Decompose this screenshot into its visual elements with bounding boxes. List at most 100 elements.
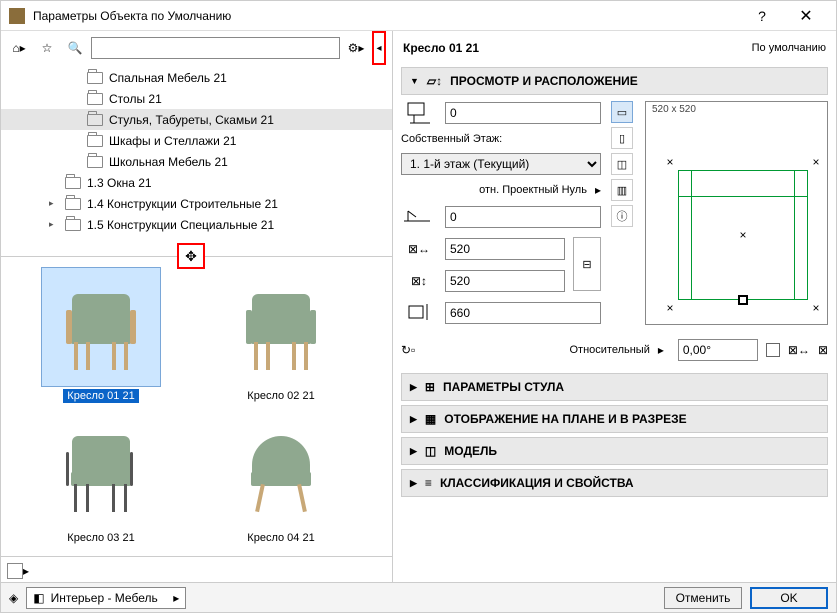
layer-icon: ◈ <box>9 591 18 605</box>
story-row: 1. 1-й этаж (Текущий) <box>401 153 601 175</box>
section-title: ОТОБРАЖЕНИЕ НА ПЛАНЕ И В РАЗРЕЗЕ <box>444 412 686 426</box>
left-panel: ⌂▸ ☆ 🔍 ⚙▸ ◂ Спальная Мебель 21 Столы 21 … <box>1 31 393 584</box>
thumbnail-item[interactable]: Кресло 03 21 <box>11 405 191 547</box>
layer-name: Интерьер - Мебель <box>51 591 158 605</box>
settings-button[interactable]: ⚙▸ <box>344 36 368 60</box>
orientation-icon: ↻▫ <box>401 343 415 357</box>
thumbnail-caption: Кресло 01 21 <box>63 389 138 403</box>
height-icon <box>401 301 437 325</box>
library-button[interactable]: ▸ <box>1 556 392 584</box>
chevron-right-icon: ▶ <box>410 478 417 489</box>
view-plan-button[interactable]: ▭ <box>611 101 633 123</box>
tree-label: Спальная Мебель 21 <box>109 71 227 85</box>
preview-viewport[interactable]: 520 x 520 × × × × × <box>645 101 828 325</box>
ref-label-row: отн. Проектный Нуль ▸ <box>401 183 601 197</box>
section-params-header[interactable]: ▶⊞ПАРАМЕТРЫ СТУЛА <box>401 373 828 401</box>
thumbnail-item[interactable]: Кресло 01 21 <box>11 263 191 405</box>
home-button[interactable]: ⌂▸ <box>7 36 31 60</box>
window-title: Параметры Объекта по Умолчанию <box>33 9 740 23</box>
thumbnail-image <box>41 409 161 529</box>
story-select[interactable]: 1. 1-й этаж (Текущий) <box>401 153 601 175</box>
depth-row: ⊠↕ <box>401 269 601 293</box>
thumbnail-item[interactable]: Кресло 04 21 <box>191 405 371 547</box>
cancel-button[interactable]: Отменить <box>664 587 742 609</box>
depth-input[interactable] <box>445 270 565 292</box>
tree-label: 1.5 Конструкции Специальные 21 <box>87 218 274 232</box>
thumbnail-grid: Кресло 01 21 Кресло 02 21 Кресло 03 21 К… <box>1 257 392 556</box>
height-row <box>401 301 601 325</box>
ok-button[interactable]: OK <box>750 587 828 609</box>
section-icon: ⊞ <box>425 380 435 394</box>
layer-item-icon: ◧ <box>33 591 44 605</box>
mirror-x-icon[interactable]: ⊠↔ <box>788 343 810 357</box>
plan-drawing: × × × × × <box>678 170 808 300</box>
section-model-header[interactable]: ▶◫МОДЕЛЬ <box>401 437 828 465</box>
tree-row[interactable]: Школьная Мебель 21 <box>1 151 392 172</box>
tree-row[interactable]: Стулья, Табуреты, Скамьи 21 <box>1 109 392 130</box>
tree-row[interactable]: Спальная Мебель 21 <box>1 67 392 88</box>
mirror-y-icon[interactable]: ⊠ <box>818 343 828 357</box>
section-class-header[interactable]: ▶ ≡ КЛАССИФИКАЦИЯ И СВОЙСТВА <box>401 469 828 497</box>
search-input[interactable] <box>91 37 340 59</box>
folder-icon <box>65 198 81 210</box>
collapse-handle[interactable]: ◂ <box>372 31 386 65</box>
thumbnail-image <box>41 267 161 387</box>
section-title: КЛАССИФИКАЦИЯ И СВОЙСТВА <box>440 476 634 490</box>
preview-panel-body: Собственный Этаж: 1. 1-й этаж (Текущий) … <box>393 97 836 333</box>
expander-icon[interactable]: ▸ <box>49 219 59 230</box>
mirror-check[interactable] <box>766 343 780 357</box>
help-button[interactable]: ? <box>740 1 784 31</box>
section-title: МОДЕЛЬ <box>444 444 497 458</box>
relative-label: Относительный <box>569 344 649 356</box>
relative-row: ↻▫ Относительный ▸ ⊠↔ ⊠ <box>393 333 836 371</box>
default-label: По умолчанию <box>752 42 826 54</box>
tree-label: Школьная Мебель 21 <box>109 155 228 169</box>
section-preview-header[interactable]: ▼ ▱↕ ПРОСМОТР И РАСПОЛОЖЕНИЕ <box>401 67 828 95</box>
layer-select[interactable]: ◧ Интерьер - Мебель ▸ <box>26 587 186 609</box>
section-icon: ▱↕ <box>427 74 442 88</box>
right-panel: Кресло 01 21 По умолчанию ▼ ▱↕ ПРОСМОТР … <box>393 31 836 584</box>
expander-icon[interactable]: ▸ <box>49 198 59 209</box>
width-input[interactable] <box>445 238 565 260</box>
anchor-z-input[interactable] <box>445 102 601 124</box>
search-icon[interactable]: 🔍 <box>63 36 87 60</box>
tree-label: 1.4 Конструкции Строительные 21 <box>87 197 278 211</box>
thumbnail-image <box>221 409 341 529</box>
chevron-down-icon: ▼ <box>410 76 419 86</box>
preview-size-label: 520 x 520 <box>652 104 696 115</box>
section-display-header[interactable]: ▶▦ОТОБРАЖЕНИЕ НА ПЛАНЕ И В РАЗРЕЗЕ <box>401 405 828 433</box>
thumbnail-caption: Кресло 03 21 <box>63 531 138 545</box>
hotspot[interactable] <box>738 295 748 305</box>
view-section-button[interactable]: ▥ <box>611 179 633 201</box>
ref-z-icon <box>401 205 437 229</box>
dimensions-column: Собственный Этаж: 1. 1-й этаж (Текущий) … <box>401 101 601 325</box>
height-input[interactable] <box>445 302 601 324</box>
chevron-right-icon: ▶ <box>410 414 417 425</box>
section-icon: ◫ <box>425 444 436 458</box>
close-button[interactable]: ✕ <box>784 1 828 31</box>
story-label: Собственный Этаж: <box>401 133 502 145</box>
chevron-right-icon: ▶ <box>410 382 417 393</box>
view-3d-button[interactable]: ◫ <box>611 153 633 175</box>
view-front-button[interactable]: ▯ <box>611 127 633 149</box>
tree-row[interactable]: Столы 21 <box>1 88 392 109</box>
ref-arrow-icon[interactable]: ▸ <box>595 183 601 197</box>
object-name: Кресло 01 21 <box>403 41 479 55</box>
tree-label: Столы 21 <box>109 92 162 106</box>
relative-arrow-icon[interactable]: ▸ <box>658 343 664 357</box>
ref-label: отн. Проектный Нуль <box>479 184 587 196</box>
main-area: ⌂▸ ☆ 🔍 ⚙▸ ◂ Спальная Мебель 21 Столы 21 … <box>1 31 836 584</box>
view-info-button[interactable]: ⓘ <box>611 205 633 227</box>
thumbnail-image <box>221 267 341 387</box>
tree-row[interactable]: 1.3 Окна 21 <box>1 172 392 193</box>
ref-z-input[interactable] <box>445 206 601 228</box>
section-icon: ≡ <box>425 476 432 490</box>
favorite-button[interactable]: ☆ <box>35 36 59 60</box>
tree-row[interactable]: ▸ 1.4 Конструкции Строительные 21 <box>1 193 392 214</box>
folder-tree[interactable]: Спальная Мебель 21 Столы 21 Стулья, Табу… <box>1 65 392 257</box>
thumbnail-caption: Кресло 02 21 <box>243 389 318 403</box>
thumbnail-item[interactable]: Кресло 02 21 <box>191 263 371 405</box>
angle-input[interactable] <box>678 339 758 361</box>
tree-row[interactable]: ▸ 1.5 Конструкции Специальные 21 <box>1 214 392 235</box>
tree-row[interactable]: Шкафы и Стеллажи 21 <box>1 130 392 151</box>
